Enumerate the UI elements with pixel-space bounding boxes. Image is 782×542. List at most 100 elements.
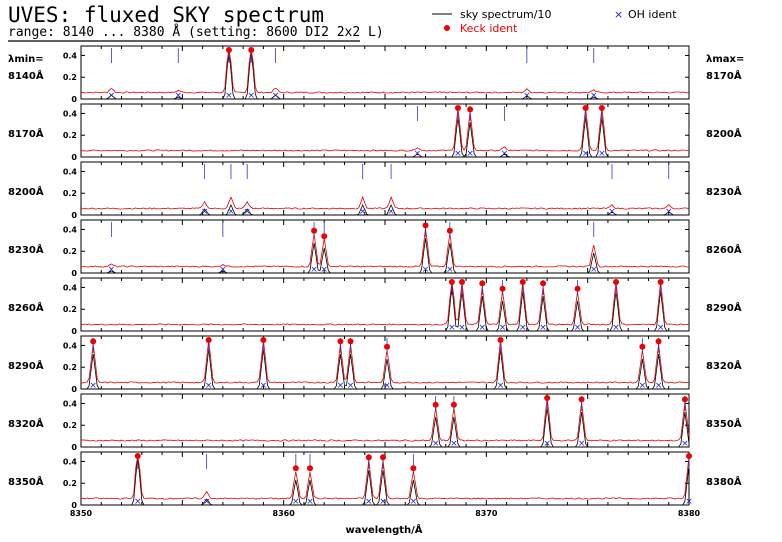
keck-ident-marker	[639, 343, 646, 350]
keck-ident-marker	[497, 337, 504, 343]
y-tick-label: 0.2	[63, 305, 77, 314]
panel-frame	[80, 393, 690, 448]
keck-ident-marker	[337, 338, 344, 345]
legend-keck-marker	[444, 25, 450, 31]
fluxed-spectrum-line	[80, 195, 690, 210]
oh-ident-marker: ×	[108, 91, 116, 101]
lambda-min-label: 8230Å	[8, 243, 44, 256]
oh-ident-marker: ×	[383, 381, 391, 391]
oh-ident-marker: ×	[454, 149, 462, 159]
oh-ident-marker: ×	[539, 323, 547, 333]
oh-ident-marker: ×	[347, 381, 355, 391]
fluxed-spectrum-line	[80, 455, 690, 500]
keck-ident-marker	[657, 279, 664, 285]
legend-oh-label: OH ident	[628, 8, 677, 21]
legend-keck-label: Keck ident	[460, 22, 518, 35]
oh-ident-marker: ×	[574, 323, 582, 333]
keck-ident-marker	[582, 105, 589, 111]
keck-ident-marker	[499, 285, 506, 292]
keck-ident-marker	[365, 454, 372, 461]
keck-ident-marker	[578, 396, 585, 403]
keck-ident-marker	[598, 105, 605, 111]
oh-ident-marker: ×	[578, 439, 586, 449]
spectrum-panel: 0 0.2 0.4 8200Å 8230Å × × × × × × ×	[8, 161, 742, 220]
y-tick-label: 0.4	[63, 283, 78, 292]
legend-sky-label: sky spectrum/10	[460, 8, 551, 21]
keck-ident-marker	[292, 465, 299, 472]
oh-ident-marker: ×	[134, 497, 142, 507]
lambda-min-label: 8140Å	[8, 69, 44, 82]
oh-ident-marker: ×	[410, 497, 418, 507]
oh-ident-marker: ×	[365, 497, 373, 507]
keck-ident-marker	[454, 105, 461, 111]
spectrum-panel: 0 0.2 0.4 8140Å 8170Å × × × × × × ×	[8, 45, 742, 104]
oh-ident-marker: ×	[422, 265, 430, 275]
oh-ident-marker: ×	[612, 323, 620, 333]
lambda-max-label: 8230Å	[706, 185, 742, 198]
lambda-min-label: 8350Å	[8, 475, 44, 488]
lambda-min-label: 8320Å	[8, 417, 44, 430]
oh-ident-marker: ×	[260, 381, 268, 391]
y-tick-label: 0.2	[63, 421, 77, 430]
oh-ident-marker: ×	[414, 149, 422, 159]
x-axis: 8350 8360 8370 8380	[70, 509, 701, 518]
keck-ident-marker	[384, 343, 391, 350]
oh-ident-marker: ×	[379, 497, 387, 507]
oh-ident-marker: ×	[501, 149, 509, 159]
keck-ident-marker	[134, 453, 141, 459]
lambda-max-label: 8260Å	[706, 243, 742, 256]
oh-ident-marker: ×	[337, 381, 345, 391]
spectrum-panel: 0 0.2 0.4 8350Å 8380Å × × × × × × × ×	[8, 451, 742, 510]
lambda-min-label: 8200Å	[8, 185, 44, 198]
keck-ident-marker	[432, 401, 439, 408]
oh-ident-marker: ×	[272, 91, 280, 101]
keck-ident-marker	[379, 454, 386, 461]
keck-ident-marker	[479, 280, 486, 287]
x-tick-label: 8370	[475, 509, 498, 518]
lambda-max-label: 8320Å	[706, 359, 742, 372]
y-tick-label: 0.2	[63, 363, 77, 372]
y-tick-label: 0	[71, 211, 77, 220]
keck-ident-marker	[248, 47, 255, 53]
keck-ident-marker	[307, 465, 314, 472]
keck-ident-marker	[467, 106, 474, 113]
lambda-min-header: λmin=	[8, 54, 44, 65]
y-tick-label: 0.4	[63, 167, 78, 176]
oh-ident-marker: ×	[446, 265, 454, 275]
y-tick-label: 0	[71, 501, 77, 510]
y-tick-label: 0	[71, 95, 77, 104]
oh-ident-marker: ×	[519, 323, 527, 333]
keck-ident-marker	[410, 465, 417, 472]
keck-ident-marker	[422, 222, 429, 229]
y-tick-label: 0.2	[63, 73, 77, 82]
oh-ident-marker: ×	[479, 323, 487, 333]
oh-ident-marker: ×	[320, 265, 328, 275]
oh-ident-marker: ×	[175, 91, 183, 101]
oh-ident-marker: ×	[665, 207, 673, 217]
oh-ident-marker: ×	[292, 497, 300, 507]
legend: sky spectrum/10 × OH ident Keck ident	[432, 8, 677, 35]
lambda-max-label: 8170Å	[706, 69, 742, 82]
spectrum-panel: 0 0.2 0.4 8170Å 8200Å × × × × × ×	[8, 103, 742, 162]
fluxed-spectrum-line	[80, 49, 690, 94]
oh-ident-marker: ×	[387, 207, 395, 217]
keck-ident-marker	[321, 233, 328, 240]
oh-ident-marker: ×	[227, 207, 235, 217]
keck-ident-marker	[613, 279, 620, 285]
lambda-max-label: 8350Å	[706, 417, 742, 430]
panel-frame	[80, 277, 690, 332]
sky-spectrum-line	[81, 237, 689, 274]
keck-ident-marker	[655, 338, 662, 345]
oh-ident-marker: ×	[89, 381, 97, 391]
oh-ident-marker: ×	[681, 439, 689, 449]
oh-ident-marker: ×	[590, 265, 598, 275]
oh-ident-marker: ×	[582, 149, 590, 159]
oh-ident-marker: ×	[225, 91, 233, 101]
y-tick-label: 0	[71, 327, 77, 336]
y-tick-label: 0.4	[63, 225, 78, 234]
panel-frame	[80, 219, 690, 274]
x-tick-label: 8380	[678, 509, 701, 518]
oh-ident-marker: ×	[310, 265, 318, 275]
lambda-min-label: 8170Å	[8, 127, 44, 140]
y-tick-label: 0.2	[63, 131, 77, 140]
